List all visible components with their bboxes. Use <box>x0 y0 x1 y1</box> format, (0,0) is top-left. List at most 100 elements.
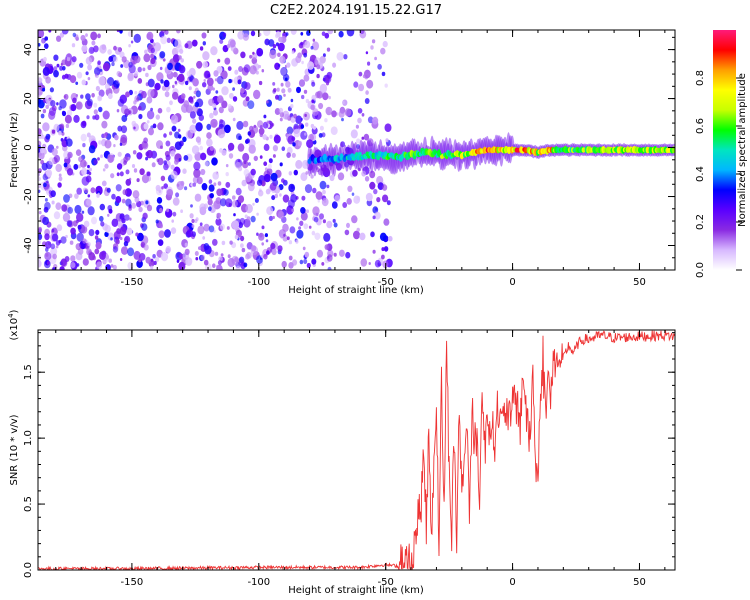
noise-blob <box>324 118 328 123</box>
noise-blob <box>180 58 184 63</box>
noise-blob <box>189 213 194 219</box>
noise-blob <box>254 198 259 203</box>
noise-blob <box>99 215 104 222</box>
noise-blob <box>159 223 163 229</box>
noise-blob <box>169 131 173 136</box>
noise-blob <box>356 138 361 144</box>
noise-blob <box>163 160 167 165</box>
noise-blob <box>158 230 165 239</box>
noise-blob <box>327 30 334 35</box>
noise-blob <box>86 115 90 120</box>
spectrogram-y-tick-label: 20 <box>23 92 34 105</box>
noise-blob <box>216 264 223 270</box>
noise-blob <box>268 39 275 47</box>
noise-blob <box>75 81 79 86</box>
noise-blob <box>120 125 128 134</box>
noise-blob <box>312 125 316 130</box>
noise-blob <box>263 161 268 166</box>
noise-blob <box>272 154 276 158</box>
noise-blob <box>302 246 306 251</box>
noise-blob <box>280 67 287 76</box>
snr-plot-area <box>38 330 675 570</box>
noise-blob <box>104 139 112 149</box>
spectrogram-x-tick-label: -150 <box>121 277 144 288</box>
noise-blob <box>258 32 262 37</box>
noise-blob <box>137 78 143 84</box>
noise-blob <box>102 110 110 120</box>
noise-blob <box>214 78 218 82</box>
noise-blob <box>322 189 326 195</box>
noise-blob <box>183 155 189 161</box>
noise-blob <box>63 162 68 168</box>
snr-series-line <box>38 330 675 570</box>
noise-blob <box>341 117 344 122</box>
noise-blob <box>162 58 166 62</box>
noise-blob <box>193 90 197 95</box>
noise-blob <box>98 95 102 101</box>
noise-blob <box>195 136 201 143</box>
noise-blob <box>81 79 87 86</box>
noise-blob <box>291 50 295 55</box>
noise-blob <box>329 174 335 182</box>
noise-blob <box>297 52 302 59</box>
noise-blob <box>76 71 83 79</box>
noise-blob <box>117 98 125 107</box>
noise-blob <box>256 179 263 186</box>
noise-blob <box>266 250 270 255</box>
noise-blob <box>295 159 303 169</box>
noise-blob <box>203 223 210 232</box>
noise-blob <box>206 77 214 87</box>
noise-blob <box>155 219 159 224</box>
noise-blob <box>232 96 238 102</box>
noise-blob <box>75 149 82 157</box>
noise-blob <box>372 116 379 125</box>
noise-blob <box>374 259 381 268</box>
noise-blob <box>232 195 236 200</box>
noise-blob <box>193 168 201 178</box>
noise-blob <box>115 196 122 204</box>
noise-blob <box>365 192 373 202</box>
noise-blob <box>194 219 198 223</box>
noise-blob <box>70 255 76 262</box>
noise-blob <box>166 37 171 43</box>
noise-blob <box>81 44 88 53</box>
noise-blob <box>93 102 98 108</box>
noise-blob <box>281 178 285 183</box>
snr-y-ticks: 0.0 0.5 1.0 1.5 <box>23 332 675 578</box>
noise-blob <box>150 258 154 262</box>
noise-blob <box>171 219 174 223</box>
snr-y-tick-label: 0.0 <box>23 562 34 578</box>
snr-y-tick-label: 1.0 <box>23 430 34 446</box>
colorbar-gradient <box>713 30 736 270</box>
noise-blob <box>285 32 289 36</box>
noise-blob <box>322 92 329 101</box>
noise-blob <box>112 56 118 63</box>
noise-blob <box>219 198 227 207</box>
noise-blob <box>283 93 286 97</box>
noise-blob <box>115 239 120 245</box>
noise-blob <box>267 163 272 170</box>
noise-blob <box>246 251 252 259</box>
noise-blob <box>145 72 149 78</box>
noise-blob <box>201 32 207 39</box>
noise-blob <box>135 232 139 237</box>
noise-blob <box>220 128 225 135</box>
noise-blob <box>310 104 315 111</box>
noise-blob <box>326 220 333 229</box>
noise-blob <box>160 30 166 34</box>
spectrogram-x-tick-label: -50 <box>378 277 394 288</box>
noise-blob <box>107 213 110 217</box>
noise-blob <box>80 34 86 42</box>
noise-blob <box>208 179 213 184</box>
noise-blob <box>360 258 368 267</box>
noise-blob <box>303 258 308 264</box>
noise-blob <box>296 217 299 221</box>
noise-blob <box>38 189 41 193</box>
noise-blob <box>263 253 268 260</box>
noise-blob <box>65 123 70 129</box>
noise-blob <box>227 142 235 151</box>
noise-blob <box>272 44 277 49</box>
spectrogram-frame <box>37 29 676 271</box>
noise-blob <box>157 107 163 114</box>
chart-title: C2E2.2024.191.15.22.G17 <box>270 3 442 18</box>
